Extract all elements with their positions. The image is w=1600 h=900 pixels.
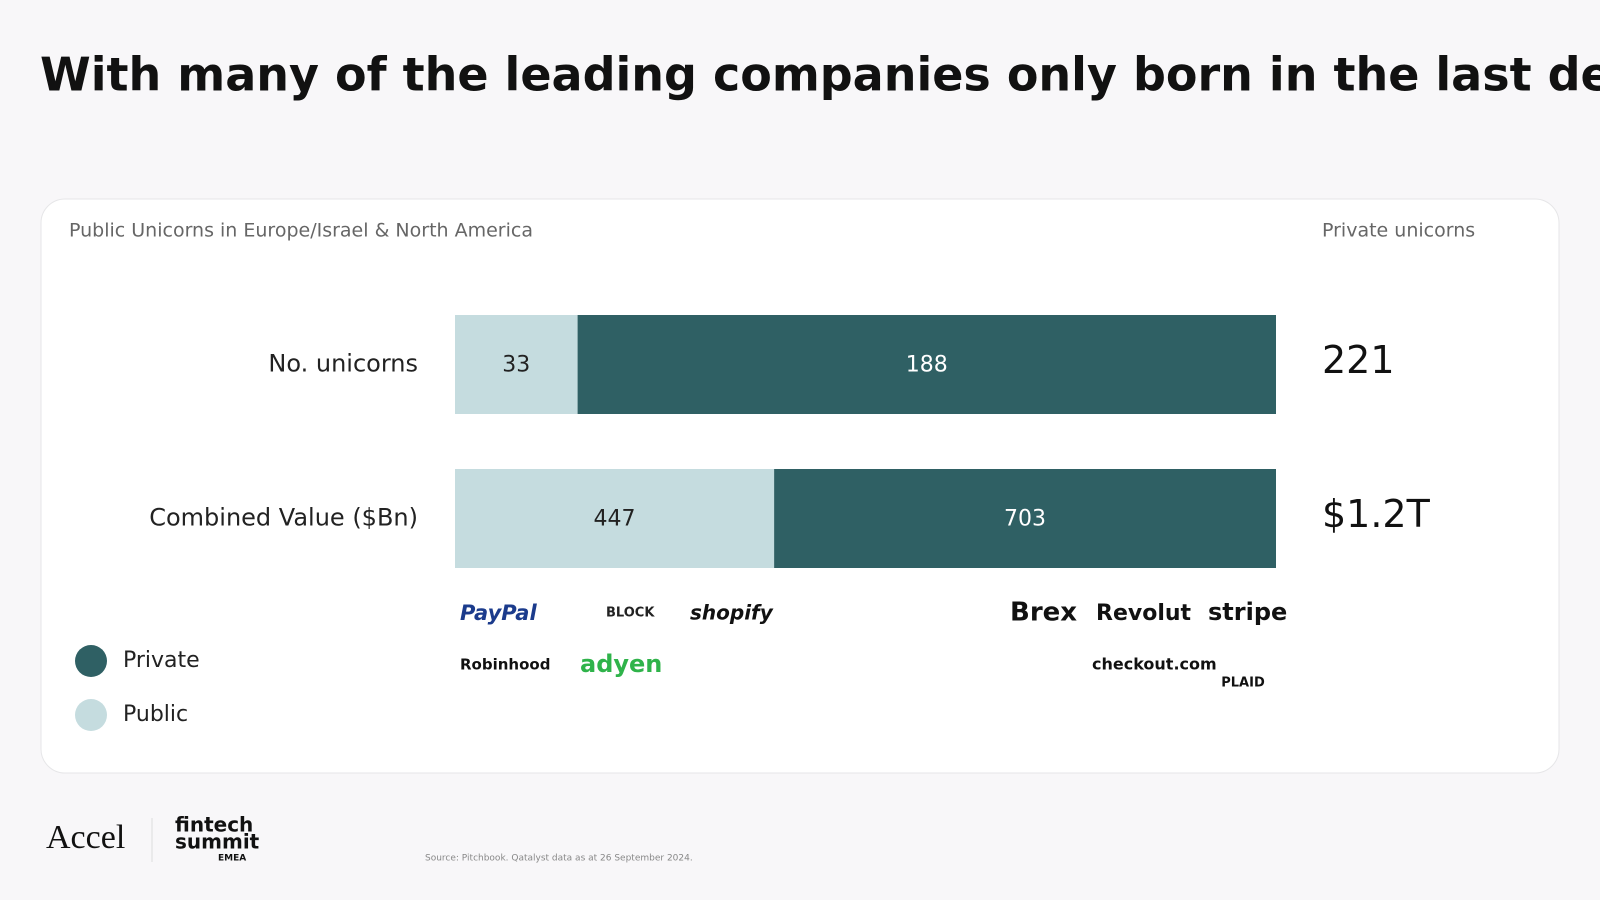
logo: Revolut [1096,601,1192,626]
logo: checkout.com [1092,655,1217,674]
logo: Brex [1010,598,1077,628]
value-label: 188 [906,353,948,378]
total-label: $1.2T [1322,492,1431,536]
bar-segment [774,469,1276,568]
legend-label: Public [123,702,188,727]
logo: BLOCK [606,606,655,621]
title-line: With many of the leading companies only … [40,48,1600,102]
total-label: 221 [1322,338,1395,382]
legend-label: Private [123,648,200,673]
logo: PayPal [460,601,537,625]
event-region: EMEA [218,854,246,864]
footer-brand: Accel [46,819,125,856]
bar-segment [455,315,578,414]
value-label: 33 [502,353,530,378]
category-label: Combined Value ($Bn) [149,504,418,532]
logo: Robinhood [460,656,550,674]
source-note: Source: Pitchbook. Qatalyst data as at 2… [425,854,693,864]
value-label: 703 [1004,507,1046,532]
event-name: fintech [175,813,253,837]
totals-title: Private unicorns [1322,220,1475,242]
logo: adyen [580,650,662,678]
category-label: No. unicorns [268,350,418,378]
legend-swatch [75,699,107,731]
bar-segment [577,315,1276,414]
value-label: 447 [594,507,636,532]
legend-swatch [75,645,107,677]
logo: shopify [690,601,774,625]
chart-subtitle: Public Unicorns in Europe/Israel & North… [69,220,533,242]
logo: stripe [1208,598,1287,626]
event-name: summit [175,830,260,854]
bar-segment [455,469,775,568]
logo: PLAID [1221,676,1265,691]
